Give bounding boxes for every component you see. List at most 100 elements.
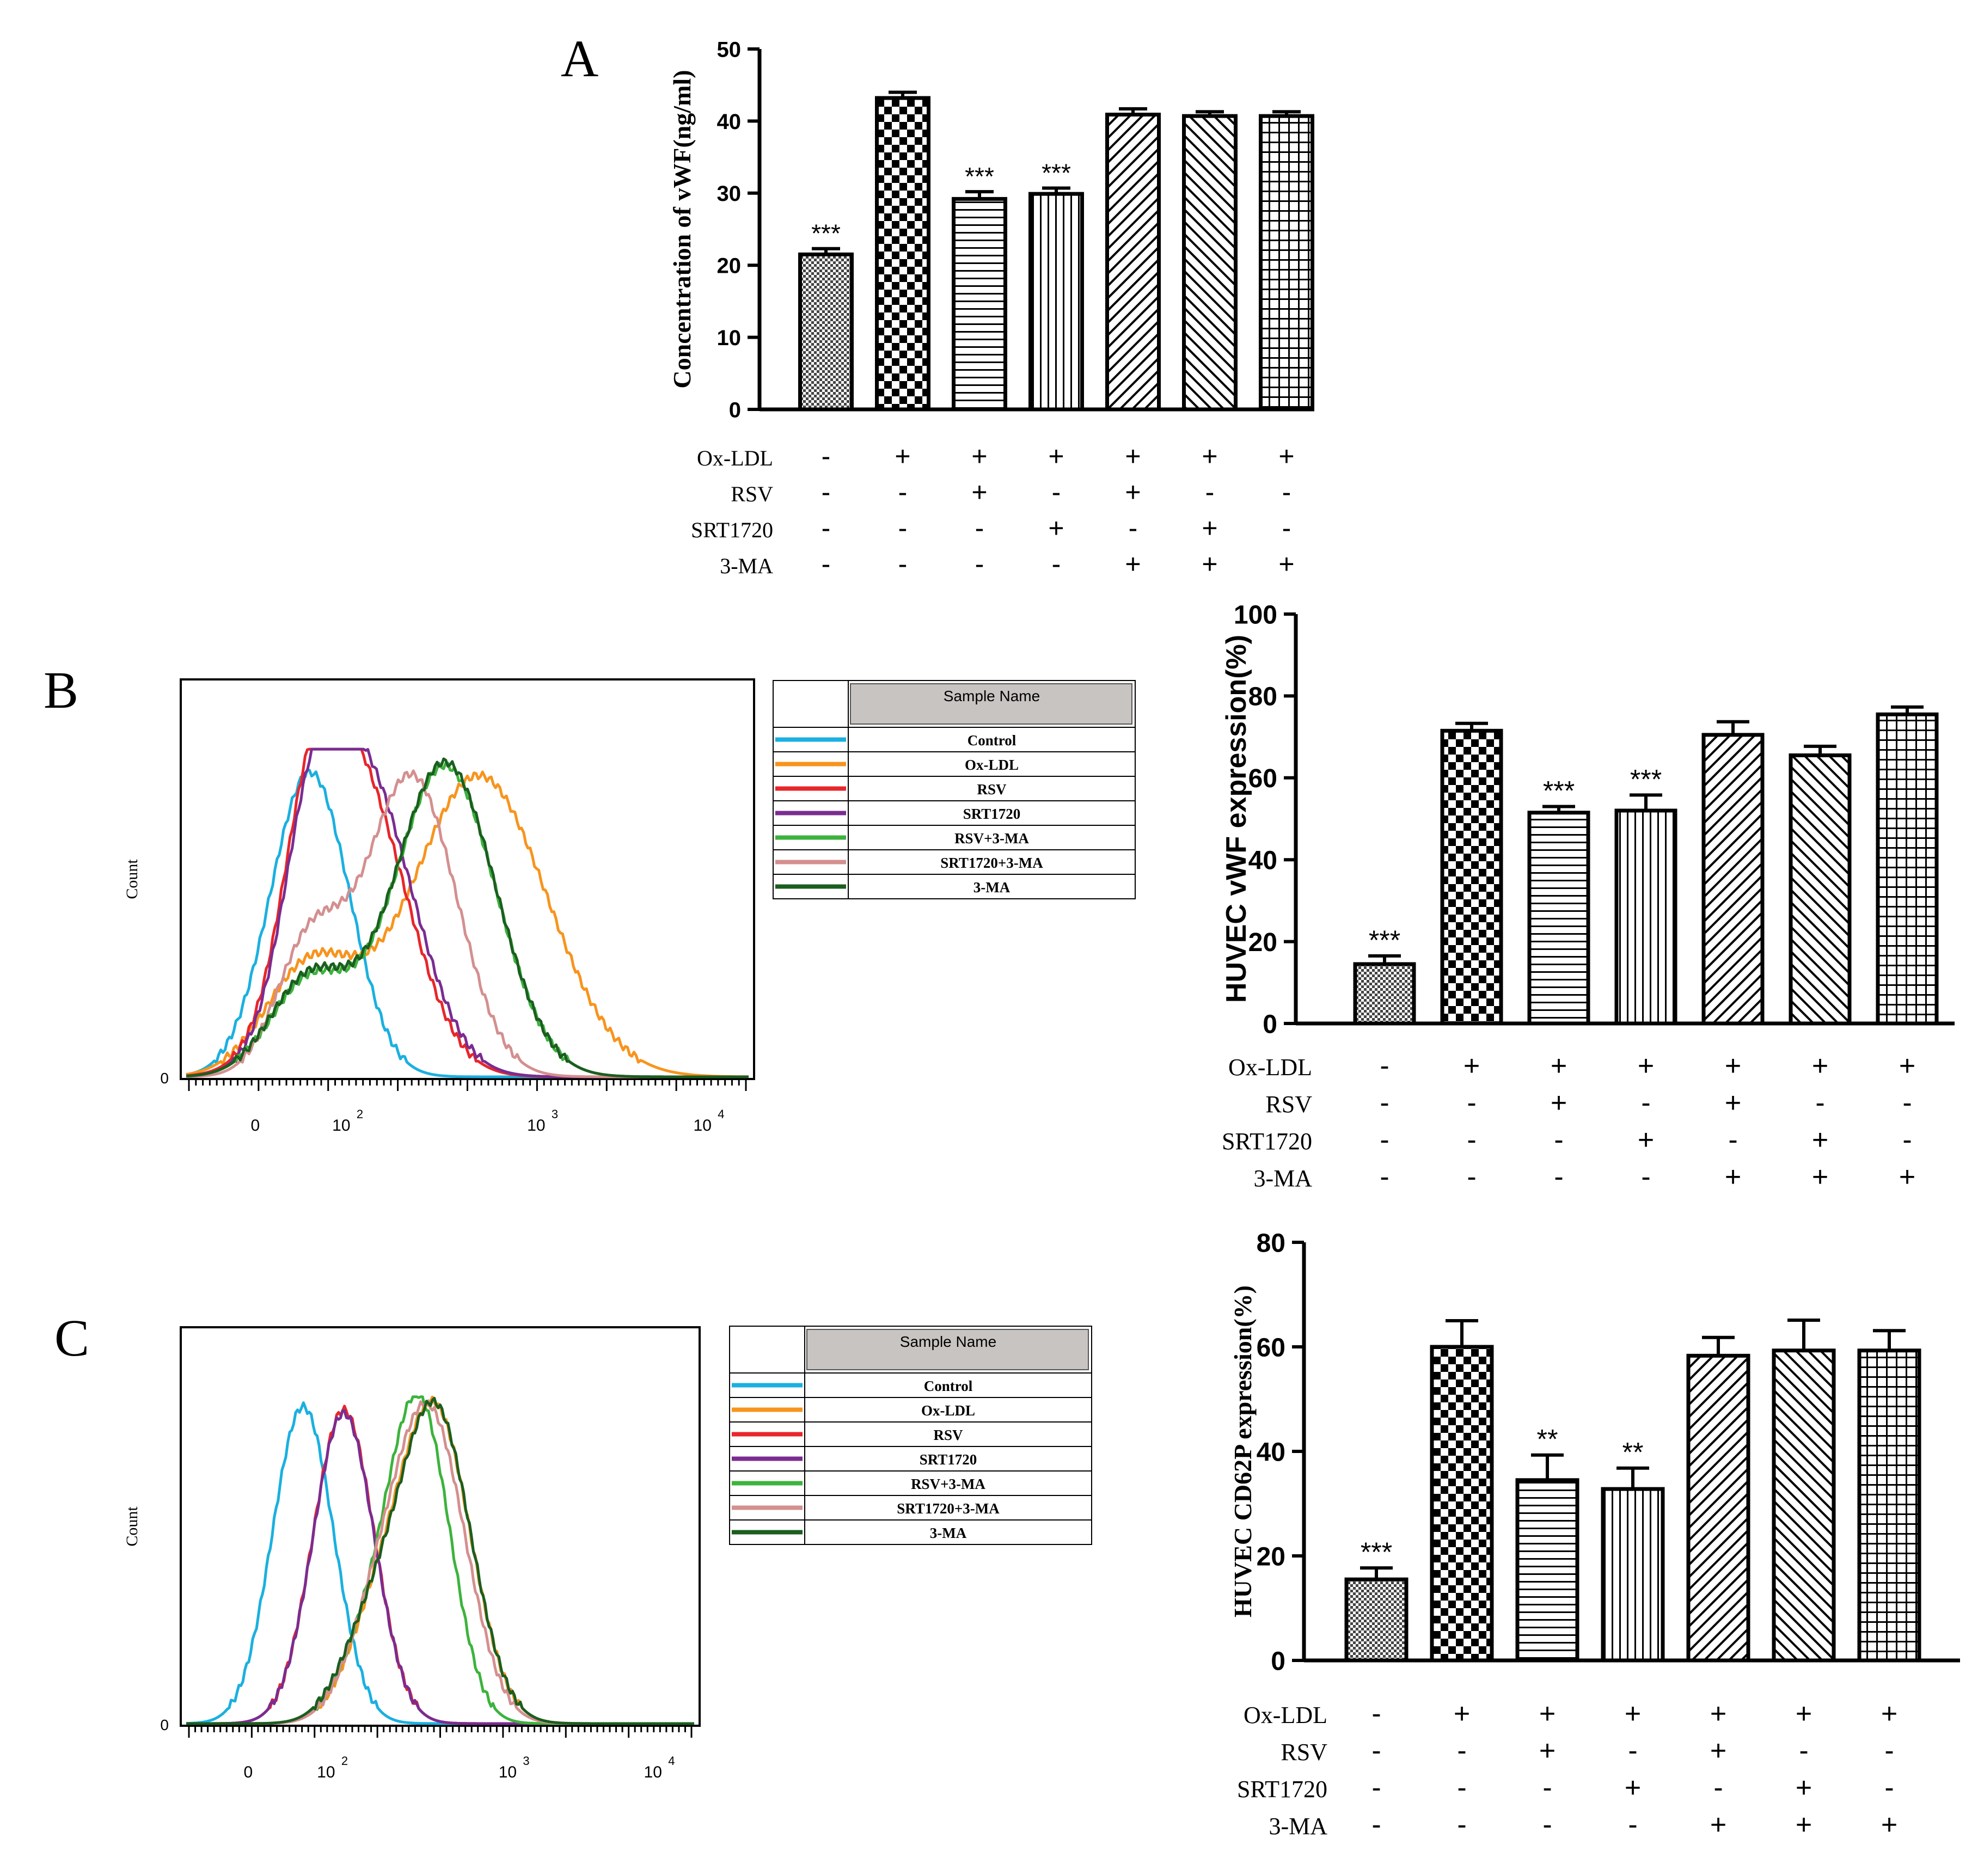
treatment-sign: - — [1641, 1087, 1650, 1119]
treatment-sign: - — [1815, 1087, 1824, 1119]
treatment-label: RSV — [1265, 1091, 1312, 1118]
y-tick-label: 30 — [717, 182, 742, 206]
significance-label: *** — [1361, 1537, 1392, 1567]
treatment-sign: - — [1467, 1124, 1476, 1156]
y-tick-label: 0 — [160, 1070, 169, 1087]
treatment-sign: - — [1282, 477, 1291, 507]
treatment-sign: + — [1710, 1698, 1726, 1730]
x-tick-label: 10 — [644, 1763, 662, 1781]
bar-chart-huvec-vwf-expression: 0 20 40 60 80 100 HUVEC vWF expression(%) *** **… — [1221, 600, 1955, 1193]
bar — [875, 96, 930, 412]
treatment-sign: - — [1902, 1087, 1912, 1119]
treatment-sign: + — [1125, 549, 1141, 579]
treatment-sign: + — [1625, 1772, 1641, 1804]
treatment-sign: + — [1725, 1050, 1741, 1082]
y-tick-label: 0 — [729, 398, 741, 422]
flow-histogram-b: 0 10 2 10 3 10 4 0 Count Sample Name Control Ox-LDL… — [123, 678, 1136, 1135]
x-tick-exponent: 4 — [718, 1107, 724, 1121]
treatment-sign: - — [1554, 1124, 1563, 1156]
treatment-sign: + — [1899, 1050, 1915, 1082]
treatment-sign: + — [971, 477, 987, 507]
treatment-sign: - — [898, 513, 908, 543]
treatment-label: Ox-LDL — [697, 446, 773, 470]
treatment-sign: + — [1725, 1161, 1741, 1193]
bar — [1701, 733, 1765, 1026]
y-tick-label: 0 — [160, 1716, 169, 1733]
treatment-sign: - — [1380, 1087, 1389, 1119]
bar — [1614, 808, 1677, 1026]
treatment-sign: + — [1539, 1698, 1556, 1730]
bar — [1772, 1348, 1836, 1663]
bar-chart-vwf-concentration: 0 10 20 30 40 50 Concentration of vWF(ng/ml) **… — [668, 38, 1314, 579]
treatment-sign: - — [1457, 1772, 1466, 1804]
y-tick-label: 40 — [717, 110, 742, 134]
histogram-curve — [186, 770, 749, 1078]
legend-header: Sample Name — [944, 688, 1040, 704]
treatment-sign: + — [1899, 1161, 1915, 1193]
treatment-sign: + — [1202, 549, 1217, 579]
treatment-sign: - — [822, 441, 831, 471]
legend-entry: SRT1720 — [963, 806, 1021, 822]
bar — [1686, 1353, 1750, 1663]
legend-entry: SRT1720+3-MA — [897, 1500, 1000, 1517]
histogram-curve — [186, 757, 749, 1078]
bar — [1105, 112, 1161, 412]
bar — [1259, 114, 1314, 412]
treatment-label: 3-MA — [1253, 1165, 1312, 1192]
legend-entry: SRT1720 — [920, 1451, 977, 1468]
treatment-sign: + — [1812, 1124, 1828, 1156]
treatment-sign: - — [1542, 1809, 1552, 1841]
significance-label: *** — [965, 162, 994, 191]
treatment-sign: + — [1710, 1735, 1726, 1767]
treatment-sign: - — [822, 513, 831, 543]
legend-entry: RSV+3-MA — [911, 1476, 985, 1492]
bar — [1789, 753, 1852, 1026]
treatment-label: 3-MA — [1269, 1813, 1327, 1840]
x-tick-exponent: 3 — [523, 1754, 529, 1768]
bar — [1601, 1487, 1665, 1663]
treatment-label: Ox-LDL — [1244, 1702, 1327, 1728]
x-tick-label: 10 — [317, 1763, 335, 1781]
y-tick-label: 20 — [1257, 1542, 1285, 1571]
legend-entry: Control — [924, 1378, 973, 1394]
significance-label: *** — [1543, 775, 1575, 806]
treatment-label: SRT1720 — [691, 518, 773, 542]
treatment-label: SRT1720 — [1237, 1776, 1327, 1803]
legend-header-cell — [806, 1329, 1089, 1370]
treatment-sign: - — [1628, 1809, 1637, 1841]
x-tick-exponent: 4 — [668, 1754, 675, 1768]
treatment-sign: + — [1048, 513, 1064, 543]
treatment-sign: - — [822, 549, 831, 579]
treatment-label: SRT1720 — [1222, 1128, 1312, 1155]
treatment-sign: - — [1902, 1124, 1912, 1156]
treatment-sign: + — [1796, 1809, 1812, 1841]
legend-entry: Ox-LDL — [921, 1402, 975, 1419]
treatment-sign: - — [1884, 1735, 1894, 1767]
treatment-sign: + — [1125, 477, 1141, 507]
bar — [1430, 1345, 1494, 1663]
y-tick-label: 0 — [1271, 1647, 1285, 1676]
y-axis-title: Count — [123, 859, 141, 899]
treatment-sign: - — [822, 477, 831, 507]
treatment-sign: - — [1371, 1809, 1381, 1841]
y-tick-label: 80 — [1257, 1229, 1285, 1258]
treatment-sign: - — [1282, 513, 1291, 543]
treatment-label: RSV — [1281, 1739, 1327, 1765]
treatment-sign: - — [1457, 1809, 1466, 1841]
treatment-sign: - — [1371, 1772, 1381, 1804]
treatment-sign: + — [1454, 1698, 1470, 1730]
y-axis-title: Concentration of vWF(ng/ml) — [668, 70, 696, 388]
treatment-sign: - — [1380, 1050, 1389, 1082]
y-tick-label: 20 — [1248, 928, 1277, 957]
bar — [1857, 1348, 1921, 1663]
legend-entry: Ox-LDL — [965, 757, 1019, 773]
treatment-sign: + — [1125, 441, 1141, 471]
treatment-sign: + — [1551, 1050, 1567, 1082]
treatment-sign: - — [1205, 477, 1215, 507]
treatment-sign: - — [1641, 1161, 1650, 1193]
treatment-sign: - — [1052, 477, 1061, 507]
x-tick-exponent: 2 — [357, 1107, 363, 1121]
significance-label: *** — [811, 219, 841, 248]
bar — [1515, 1478, 1579, 1663]
